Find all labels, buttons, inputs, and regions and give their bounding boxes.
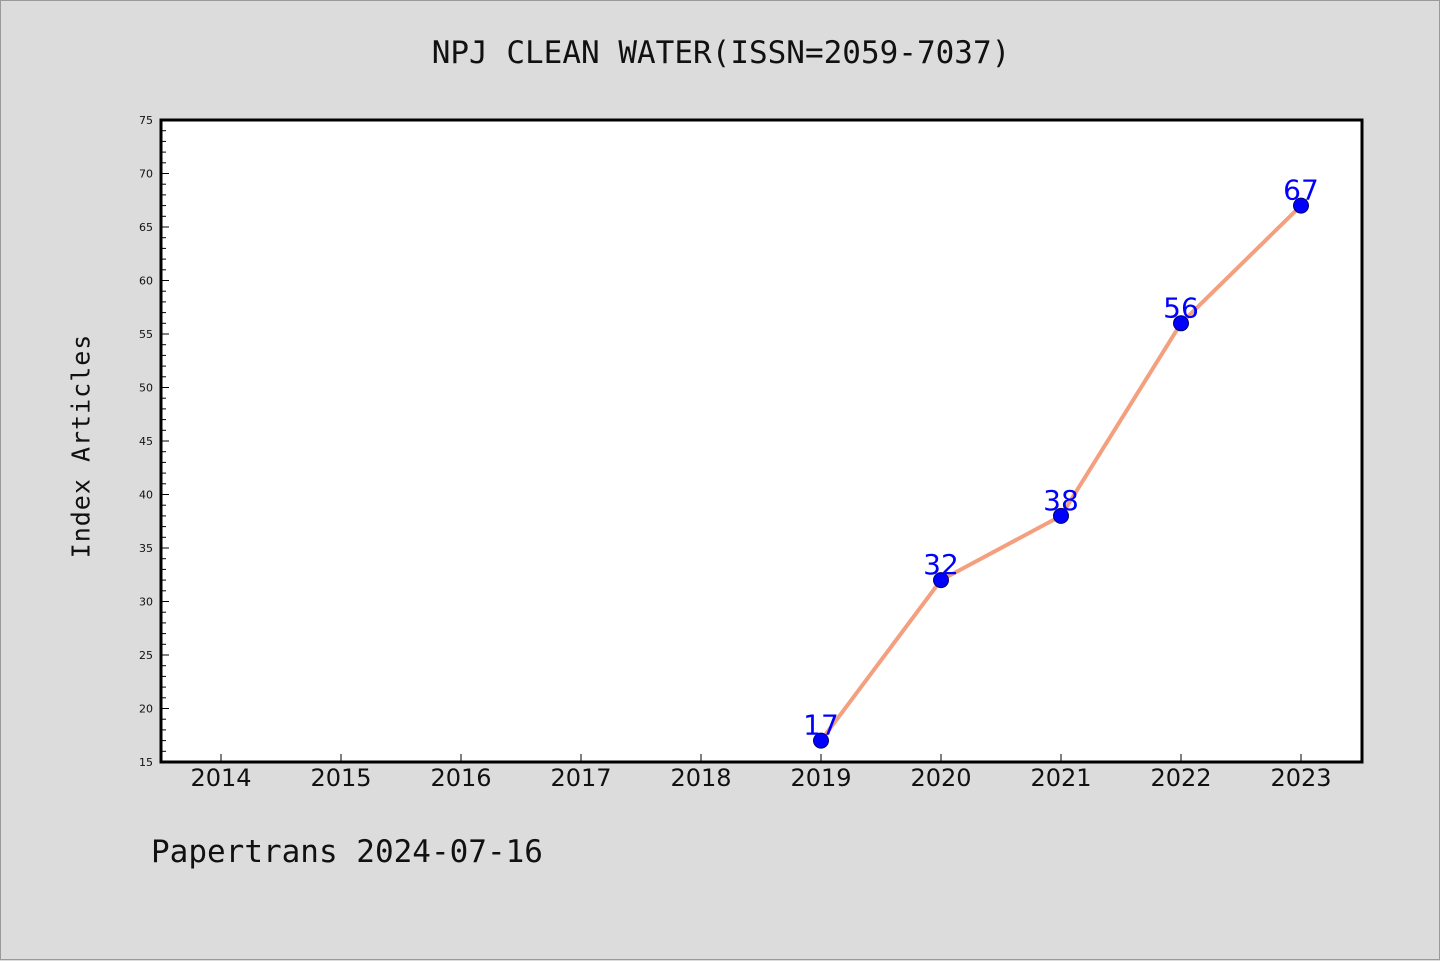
y-tick-label: 50: [139, 382, 153, 395]
y-tick-label: 30: [139, 596, 153, 609]
footer-credit: Papertrans 2024-07-16: [151, 834, 543, 870]
x-tick-label: 2016: [430, 764, 491, 792]
data-label: 32: [923, 548, 959, 581]
data-point: [1053, 507, 1069, 524]
y-tick-label: 35: [139, 542, 153, 555]
x-tick-label: 2015: [310, 764, 371, 792]
data-point: [1293, 197, 1309, 214]
y-tick-label: 55: [139, 328, 153, 341]
data-point: [813, 732, 829, 749]
x-tick-label: 2017: [550, 764, 611, 792]
data-label: 56: [1163, 291, 1199, 324]
plot-area: [159, 118, 1364, 764]
y-tick-label: 60: [139, 275, 153, 288]
data-label: 67: [1283, 174, 1319, 207]
y-tick-label: 25: [139, 649, 153, 662]
data-label: 38: [1043, 484, 1079, 517]
y-tick-label: 65: [139, 221, 153, 234]
data-point: [1173, 315, 1189, 332]
x-tick-label: 2023: [1270, 764, 1331, 792]
chart-title: NPJ CLEAN WATER(ISSN=2059-7037): [431, 35, 1011, 71]
y-tick-label: 40: [139, 489, 153, 502]
x-tick-label: 2014: [190, 764, 251, 792]
x-tick-label: 2019: [790, 764, 851, 792]
x-tick-label: 2020: [910, 764, 971, 792]
x-tick-label: 2022: [1150, 764, 1211, 792]
data-point: [933, 572, 949, 589]
y-tick-label: 75: [139, 114, 153, 127]
x-tick-label: 2021: [1030, 764, 1091, 792]
y-tick-label: 45: [139, 435, 153, 448]
y-tick-label: 70: [139, 168, 153, 181]
y-tick-label: 15: [139, 756, 153, 769]
data-label: 17: [803, 709, 839, 742]
x-tick-label: 2018: [670, 764, 731, 792]
y-tick-label: 20: [139, 703, 153, 716]
